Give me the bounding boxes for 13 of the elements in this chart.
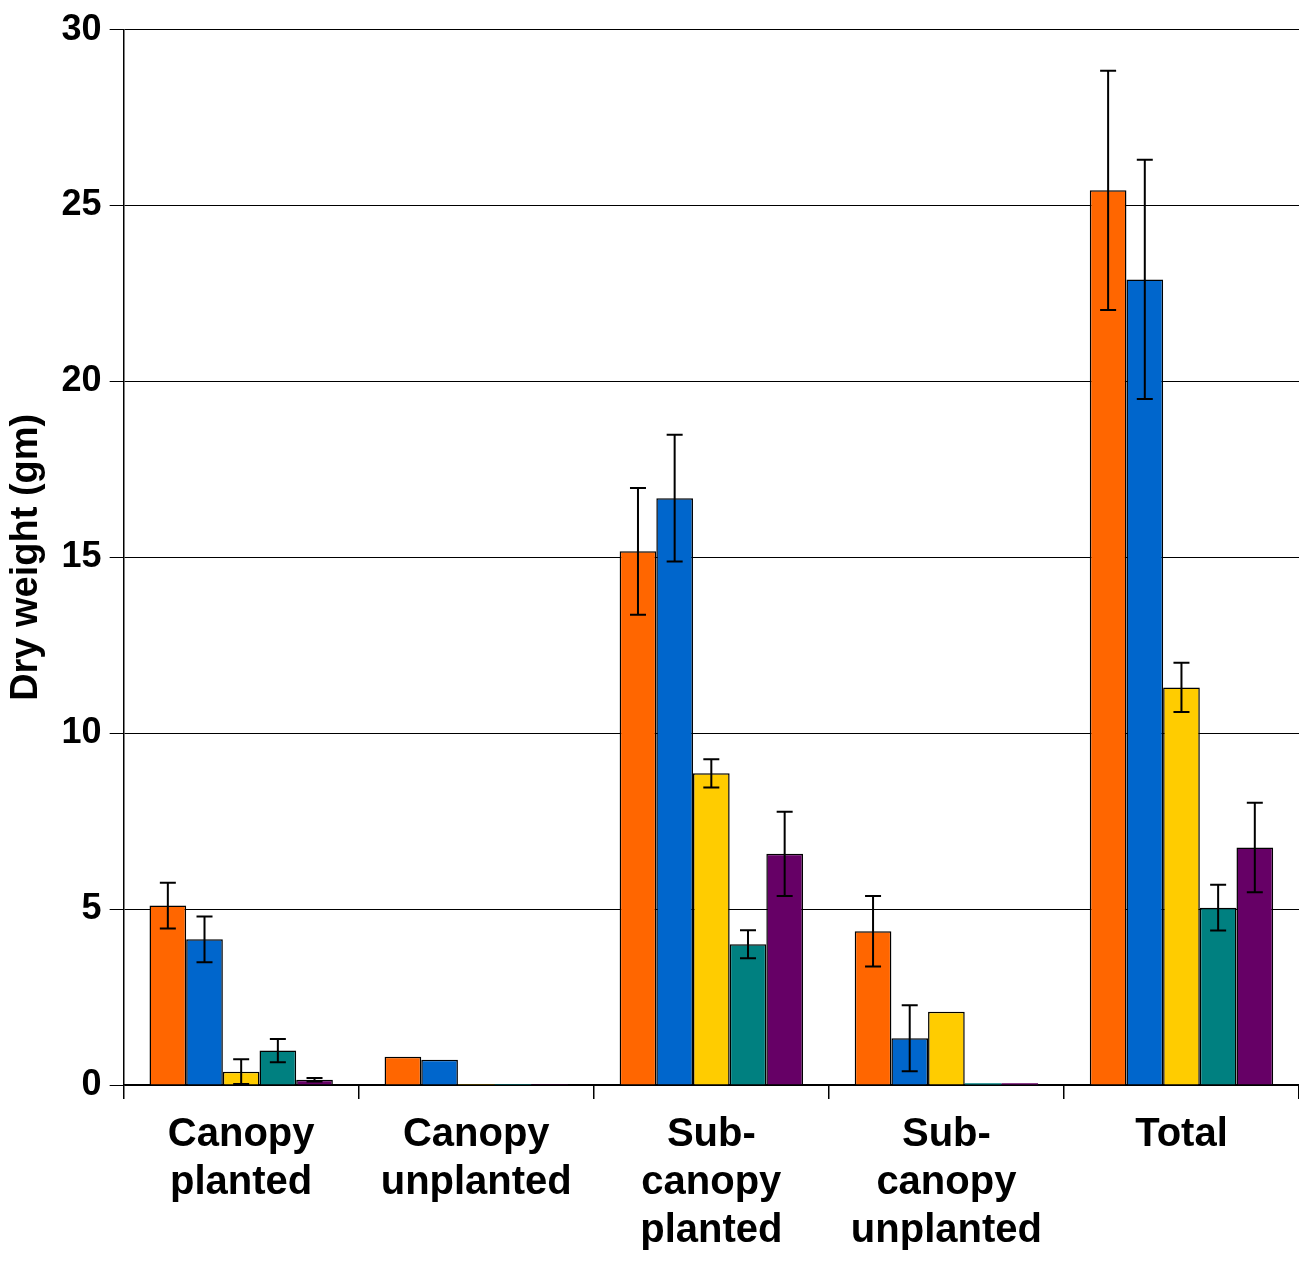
y-tick-label: 25	[61, 182, 102, 224]
y-tick-label: 10	[61, 710, 102, 752]
y-tick-label: 15	[61, 534, 102, 576]
x-tick-label: Sub-canopy planted	[640, 1110, 783, 1251]
x-tick-label: Canopy unplanted	[380, 1110, 572, 1203]
y-tick-label: 0	[81, 1061, 102, 1103]
x-tick-label: Sub-canopy unplanted	[850, 1110, 1042, 1251]
y-tick-label: 5	[81, 886, 102, 928]
y-tick-label: 20	[61, 358, 102, 400]
y-axis-title: Dry weight (gm)	[3, 413, 46, 701]
x-tick-label: Canopy planted	[167, 1110, 316, 1203]
x-tick-label: Total	[1135, 1110, 1228, 1155]
y-tick-label: 30	[61, 6, 102, 48]
